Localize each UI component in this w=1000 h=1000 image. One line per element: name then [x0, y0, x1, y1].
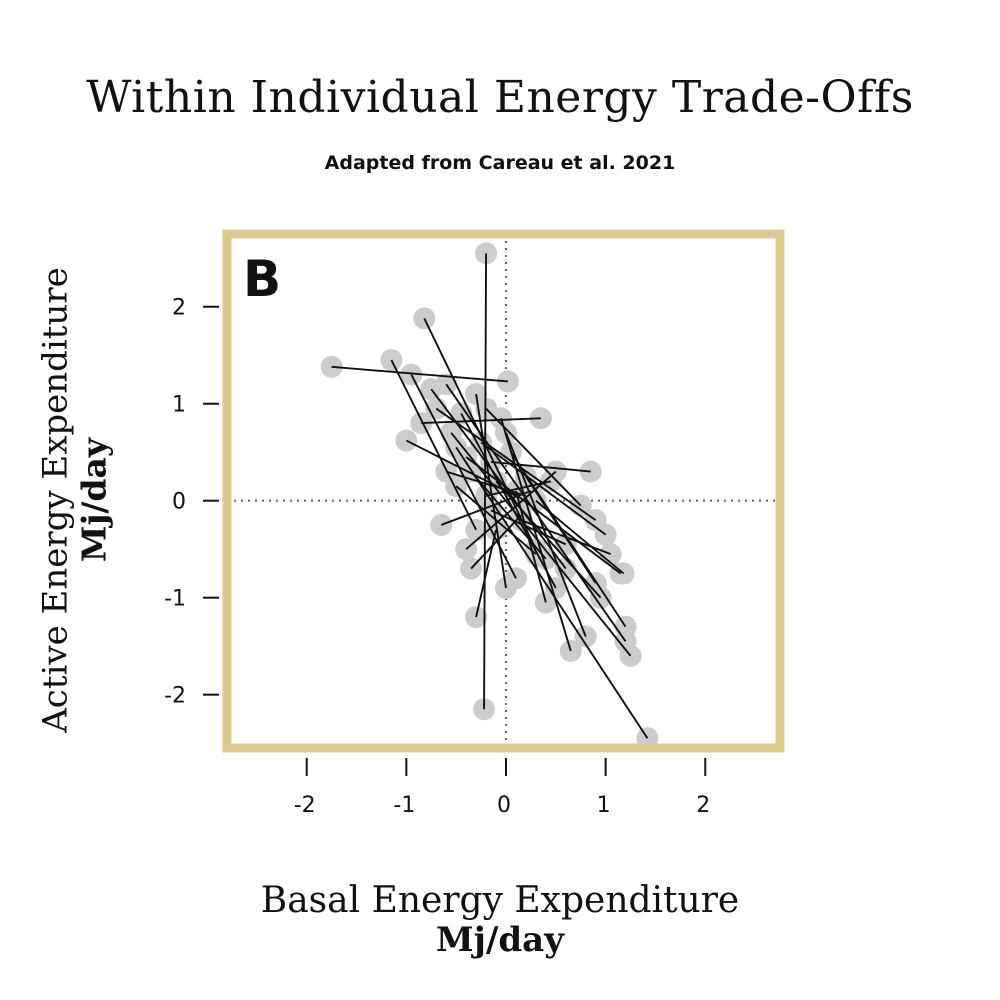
individual-line: [460, 412, 557, 589]
individual-line: [440, 490, 532, 526]
individual-line: [470, 514, 522, 570]
x-tick-label: -2: [294, 793, 316, 818]
plot-frame: [222, 229, 785, 753]
x-axis-unit: Mj/day: [436, 920, 564, 961]
individual-line: [390, 359, 477, 531]
y-axis-label: Active Energy Expenditure Mj/day: [35, 250, 114, 750]
y-tick-label: -2: [164, 684, 186, 709]
y-tick-label: -1: [164, 587, 186, 612]
x-tick-label: 1: [597, 793, 611, 818]
x-tick-label: 2: [696, 793, 710, 818]
y-axis-unit: Mj/day: [74, 437, 114, 563]
individual-line: [535, 499, 625, 575]
individual-line: [455, 485, 537, 555]
individual-line: [445, 470, 527, 497]
individual-line: [450, 432, 632, 657]
x-tick-label: 0: [497, 793, 511, 818]
y-axis-title: Active Energy Expenditure: [35, 267, 76, 733]
y-axis: 2 1 0 -1 -2: [164, 296, 219, 709]
individual-line: [490, 509, 567, 546]
individual-line: [470, 470, 547, 560]
x-tick-label: -1: [393, 793, 415, 818]
chart-subtitle: Adapted from Careau et al. 2021: [324, 152, 676, 174]
panel-label: B: [243, 250, 281, 308]
individual-line: [465, 456, 622, 575]
individual-line: [445, 383, 627, 642]
individual-line: [475, 393, 507, 589]
individual-line: [525, 475, 597, 584]
individual-line: [405, 439, 517, 497]
individual-line: [490, 460, 591, 473]
individual-line: [485, 480, 552, 497]
chart-title: Within Individual Energy Trade-Offs: [86, 72, 914, 123]
individual-line: [500, 417, 572, 652]
individual-line: [331, 365, 509, 383]
individual-line: [480, 441, 607, 536]
x-axis: -2 -1 0 1 2: [294, 758, 710, 818]
individual-line: [465, 470, 557, 550]
individual-line: [485, 407, 582, 507]
individual-lines: [331, 253, 649, 739]
individual-line: [430, 388, 567, 570]
y-tick-label: 0: [172, 490, 186, 515]
x-axis-title: Basal Energy Expenditure: [260, 880, 740, 921]
individual-line: [515, 490, 547, 603]
y-tick-label: 1: [172, 393, 186, 418]
x-axis-label: Basal Energy Expenditure Mj/day: [200, 880, 800, 960]
y-tick-label: 2: [172, 296, 186, 321]
